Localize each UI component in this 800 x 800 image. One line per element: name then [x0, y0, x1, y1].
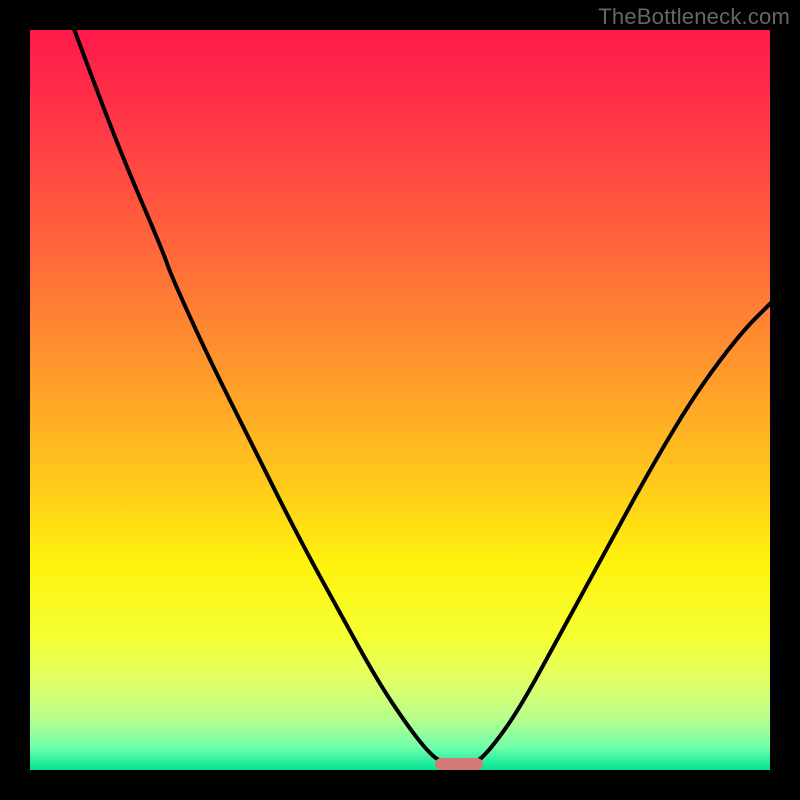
gradient-background — [30, 30, 770, 770]
gradient-rect — [30, 30, 770, 770]
optimal-marker — [435, 758, 483, 770]
bottleneck-chart-container: TheBottleneck.com — [0, 0, 800, 800]
plot-area — [30, 30, 770, 770]
watermark-label: TheBottleneck.com — [598, 4, 790, 30]
